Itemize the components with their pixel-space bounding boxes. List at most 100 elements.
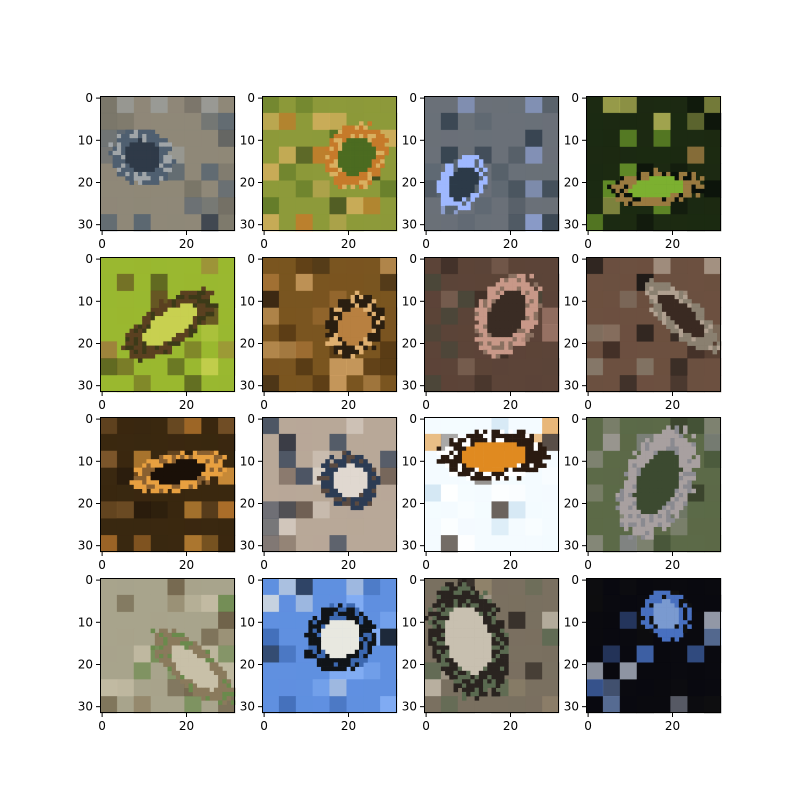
y-tick-label: 20 [240, 175, 255, 189]
y-tick-label: 30 [402, 539, 417, 553]
image-r2c2: 0 10 20 30 0 20 [240, 252, 398, 412]
y-tick-label: 30 [564, 379, 579, 393]
y-tick-label: 20 [78, 175, 93, 189]
image-r2c3: 0 10 20 30 0 20 [402, 252, 560, 412]
image-r3c1: 0 10 20 30 0 20 [78, 412, 236, 572]
x-tick-label: 0 [584, 558, 592, 572]
image-r4c1: 0 10 20 30 0 20 [78, 573, 236, 733]
x-tick-label: 20 [179, 398, 194, 412]
y-tick-label: 20 [564, 336, 579, 350]
y-tick-label: 0 [571, 91, 579, 105]
y-tick-label: 20 [78, 657, 93, 671]
y-tick-label: 30 [564, 539, 579, 553]
y-tick-label: 0 [571, 573, 579, 587]
y-tick-label: 10 [402, 133, 417, 147]
x-tick-label: 0 [260, 398, 268, 412]
image-pixels [262, 96, 398, 232]
y-tick-label: 10 [402, 294, 417, 308]
y-tick-label: 30 [78, 379, 93, 393]
x-tick-label: 20 [341, 719, 356, 733]
y-tick-label: 0 [247, 91, 255, 105]
image-pixels [100, 417, 236, 553]
y-tick-label: 0 [85, 252, 93, 266]
image-r2c4: 0 10 20 30 0 20 [564, 252, 722, 412]
y-tick-label: 30 [402, 218, 417, 232]
y-tick-label: 30 [240, 700, 255, 714]
image-pixels [262, 578, 398, 714]
x-tick-label: 20 [503, 398, 518, 412]
image-r3c4: 0 10 20 30 0 20 [564, 412, 722, 572]
y-tick-label: 20 [240, 336, 255, 350]
axes-frame [100, 578, 235, 713]
y-tick-label: 10 [564, 615, 579, 629]
y-tick-label: 30 [402, 700, 417, 714]
y-tick-label: 30 [78, 700, 93, 714]
y-tick-label: 0 [247, 573, 255, 587]
axes-frame [424, 578, 559, 713]
y-tick-label: 30 [78, 218, 93, 232]
x-tick-label: 20 [179, 719, 194, 733]
image-pixels [262, 257, 398, 393]
image-r1c1: 0 10 20 30 0 20 [78, 91, 236, 251]
y-tick-label: 0 [571, 252, 579, 266]
x-tick-label: 20 [665, 237, 680, 251]
y-tick-label: 30 [564, 218, 579, 232]
y-tick-label: 10 [78, 454, 93, 468]
axes-frame [586, 578, 721, 713]
x-tick-label: 0 [98, 558, 106, 572]
x-tick-label: 0 [422, 237, 430, 251]
y-tick-label: 10 [240, 454, 255, 468]
y-tick-label: 0 [571, 412, 579, 426]
image-pixels [262, 417, 398, 553]
image-pixels [424, 578, 560, 714]
y-tick-label: 0 [85, 91, 93, 105]
y-tick-label: 20 [564, 175, 579, 189]
y-tick-label: 0 [409, 252, 417, 266]
axes-frame [586, 96, 721, 231]
x-tick-label: 0 [584, 398, 592, 412]
x-tick-label: 0 [98, 398, 106, 412]
y-tick-label: 20 [402, 657, 417, 671]
image-pixels [586, 417, 722, 553]
x-tick-label: 0 [98, 719, 106, 733]
x-tick-label: 20 [503, 558, 518, 572]
x-tick-label: 20 [503, 719, 518, 733]
y-tick-label: 20 [402, 175, 417, 189]
y-tick-label: 20 [564, 496, 579, 510]
y-tick-label: 30 [564, 700, 579, 714]
y-tick-label: 10 [402, 454, 417, 468]
y-tick-label: 10 [402, 615, 417, 629]
y-tick-label: 20 [240, 496, 255, 510]
x-tick-label: 20 [179, 558, 194, 572]
image-pixels [424, 257, 560, 393]
image-pixels [424, 96, 560, 232]
y-tick-label: 10 [78, 294, 93, 308]
x-tick-label: 20 [503, 237, 518, 251]
axes-frame [100, 417, 235, 552]
x-tick-label: 0 [422, 719, 430, 733]
axes-frame [262, 578, 397, 713]
x-tick-label: 0 [260, 558, 268, 572]
y-tick-label: 30 [240, 218, 255, 232]
y-tick-label: 0 [85, 573, 93, 587]
axes-frame [424, 417, 559, 552]
y-tick-label: 10 [564, 133, 579, 147]
image-r1c2: 0 10 20 30 0 20 [240, 91, 398, 251]
y-tick-label: 20 [402, 496, 417, 510]
image-r3c2: 0 10 20 30 0 20 [240, 412, 398, 572]
image-pixels [586, 257, 722, 393]
y-tick-label: 30 [240, 379, 255, 393]
x-tick-label: 20 [341, 237, 356, 251]
y-tick-label: 0 [247, 252, 255, 266]
x-tick-label: 20 [665, 719, 680, 733]
y-tick-label: 10 [240, 615, 255, 629]
y-tick-label: 20 [78, 496, 93, 510]
y-tick-label: 30 [78, 539, 93, 553]
x-tick-label: 0 [260, 237, 268, 251]
image-pixels [100, 96, 236, 232]
y-tick-label: 0 [409, 412, 417, 426]
image-pixels [424, 417, 560, 553]
y-tick-label: 30 [240, 539, 255, 553]
axes-frame [424, 257, 559, 392]
x-tick-label: 0 [260, 719, 268, 733]
